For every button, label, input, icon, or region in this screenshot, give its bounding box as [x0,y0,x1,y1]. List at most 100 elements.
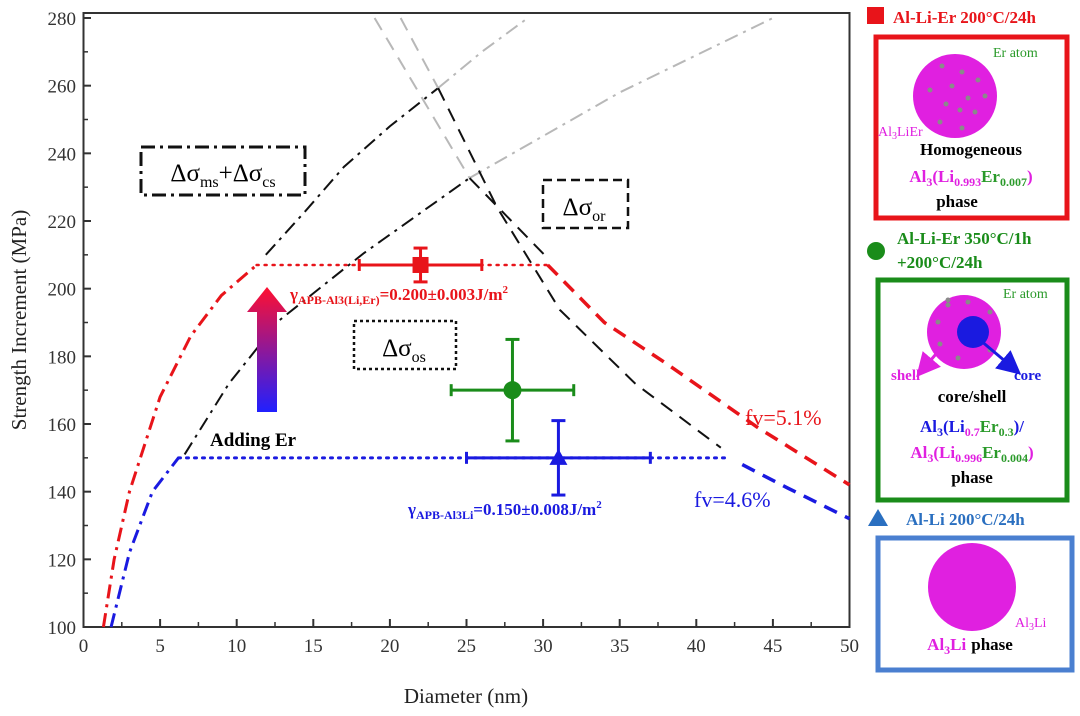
er-atom-dot [957,107,963,113]
gamma-red-label: γAPB-Al3(Li,Er)=0.200±0.003J/m2 [289,284,509,307]
curve-black-shearing-upper [265,87,439,256]
svg-text:Er atom: Er atom [1003,287,1048,302]
y-tick-label: 200 [48,280,77,301]
x-tick-label: 50 [840,636,859,657]
triangle-marker-icon [868,509,888,526]
svg-text:+200°C/24h: +200°C/24h [897,253,983,272]
data-point [357,246,484,284]
shell-arrow-icon [916,351,941,378]
square-marker-icon [867,7,884,24]
y-tick-label: 260 [48,77,77,98]
svg-text:Al3(Li0.993Er0.007): Al3(Li0.993Er0.007) [909,167,1032,189]
svg-text:core: core [1014,368,1042,384]
svg-text:Δσos: Δσos [382,335,426,366]
er-atom-dot [955,355,961,361]
fv-red-label: fv=5.1% [745,405,822,430]
x-tick-label: 5 [155,636,165,657]
adding-er-arrow [247,287,287,412]
data-points [357,246,652,497]
x-tick-label: 20 [380,636,399,657]
svg-text:Δσms+Δσcs: Δσms+Δσcs [170,160,275,191]
fv-blue-label: fv=4.6% [694,487,771,512]
y-tick-label: 160 [48,415,77,436]
er-atom-dot [939,63,945,69]
svg-text:Homogeneous: Homogeneous [920,140,1022,159]
er-atom-dot [965,299,971,305]
svg-text:Al-Li 200°C/24h: Al-Li 200°C/24h [906,510,1025,529]
curves [101,17,851,628]
legend-blue: Al-Li 200°C/24h Al3Li Al3Li phase [868,509,1075,673]
os-box: Δσos [352,319,458,371]
curve-black-orowan-b [437,87,722,449]
x-tick-label: 25 [457,636,476,657]
y-axis-label: Strength Increment (MPa) [7,210,31,430]
x-tick-label: 30 [534,636,553,657]
y-tick-label: 240 [48,144,77,165]
axis-ticks: 0 5 10 15 20 25 30 35 40 45 50 100 120 140 160 180 200 22… [48,9,860,657]
svg-text:shell: shell [891,368,920,384]
curve-black-orowan-a [468,177,549,259]
er-atom-dot [959,125,965,131]
svg-text:Al3LiEr: Al3LiEr [878,125,923,142]
x-tick-label: 0 [79,636,89,657]
y-tick-label: 220 [48,212,77,233]
orowan-box: Δσor [541,178,630,230]
er-atom-dot [937,341,943,347]
er-atom-dot [945,297,951,303]
precipitate-icon [913,54,997,138]
y-tick-label: 280 [48,9,77,30]
svg-text:Al3(Li0.996Er0.004): Al3(Li0.996Er0.004) [910,443,1033,465]
plot-frame [82,12,851,628]
data-point [465,419,652,497]
x-tick-label: 40 [687,636,706,657]
adding-er-label: Adding Er [210,430,297,451]
square-marker [412,256,429,273]
x-tick-label: 10 [227,636,246,657]
curve-gray-shearing-lower [469,17,774,179]
svg-text:Al3(Li0.7Er0.3)/: Al3(Li0.7Er0.3)/ [920,417,1024,439]
x-tick-label: 35 [610,636,629,657]
y-tick-label: 120 [48,550,77,571]
er-atom-dot [959,69,965,75]
al3li-precipitate-icon [928,543,1016,631]
curve-blue-shearing [109,456,180,628]
curve-gray-orowan-b [399,17,440,89]
curve-black-shearing-lower [183,177,471,455]
y-tick-label: 100 [48,618,77,639]
er-atom-dot [972,109,978,115]
svg-text:Al-Li-Er 200°C/24h: Al-Li-Er 200°C/24h [893,8,1037,27]
er-atom-dot [927,87,933,93]
data-point [449,337,576,443]
x-tick-label: 15 [304,636,323,657]
er-atom-dot [937,119,943,125]
y-tick-label: 180 [48,347,77,368]
core-arrow-icon [979,338,1022,375]
er-atom-dot [935,319,941,325]
curve-gray-orowan-a [373,17,471,179]
svg-text:Al-Li-Er 350°C/1h: Al-Li-Er 350°C/1h [897,229,1032,248]
er-atom-dot [949,83,955,89]
svg-text:phase: phase [936,192,978,211]
curve-blue-orowan [741,463,851,521]
svg-text:Al3Li: Al3Li [1015,616,1047,633]
x-tick-label: 45 [763,636,782,657]
legend-red: Al-Li-Er 200°C/24h Er atom Al3LiEr Homog… [867,7,1070,221]
er-atom-dot [982,93,988,99]
er-atom-dot [945,302,951,308]
circle-marker-icon [867,242,885,260]
triangle-marker [549,448,568,465]
er-atom-dot [987,309,993,315]
legend-green: Al-Li-Er 350°C/1h +200°C/24h Er atom she… [867,229,1070,503]
svg-text:Er atom: Er atom [993,46,1038,61]
curve-gray-shearing-upper [437,17,529,89]
circle-marker [503,381,522,400]
ms-cs-box: Δσms+Δσcs [139,145,307,197]
gamma-blue-label: γAPB-Al3Li=0.150±0.008J/m2 [407,499,602,522]
er-atom-dot [943,101,949,107]
svg-text:core/shell: core/shell [938,387,1007,406]
er-atom-dot [965,95,971,101]
x-axis-label: Diameter (nm) [404,684,528,708]
er-atom-dot [975,77,981,83]
